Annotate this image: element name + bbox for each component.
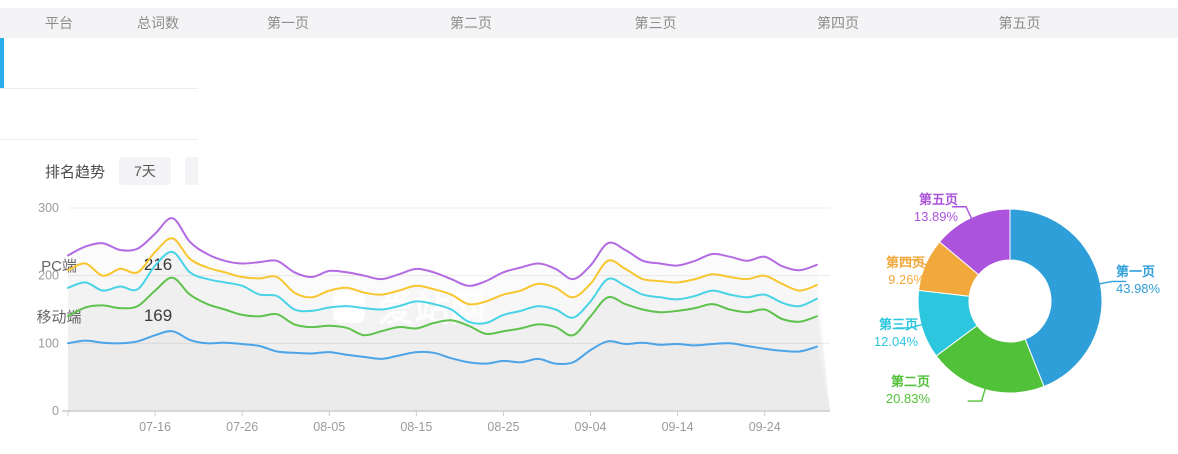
platform-label: 移动端	[36, 308, 82, 326]
pie-label-connector	[895, 323, 924, 329]
pie-label-connector	[967, 387, 987, 402]
keyword-rank-panel: 平台 总词数 第一页 第二页 第三页 第四页 第五页 PC端 216 95 43…	[0, 8, 1178, 454]
pie-label-page4: 第四页 9.26%	[885, 255, 925, 287]
pie-label-page2: 第二页 20.83%	[885, 374, 930, 406]
total-words-value: 169	[118, 306, 198, 326]
trend-line-chart[interactable]: 0 100 200 300 爱站网 07-16 07-26 08-05 08-15 08-25 09…	[0, 191, 846, 454]
y-axis-label: 300	[38, 201, 59, 215]
rank-table: 平台 总词数 第一页 第二页 第三页 第四页 第五页 PC端 216 95 43…	[0, 8, 1178, 454]
col-header-page1: 第一页	[267, 15, 309, 31]
y-axis-label: 0	[52, 404, 59, 418]
pie-label-connector	[900, 259, 928, 267]
trend-section-title: 排名趋势	[45, 163, 106, 181]
pie-label-connector	[1098, 280, 1127, 285]
table-row-mobile[interactable]: 移动端 169 69 40.83%▲ 20 11.83%▲ 31 18.34%▲…	[0, 89, 1178, 454]
x-axis-label: 09-24	[749, 420, 781, 434]
x-axis-label: 08-15	[400, 420, 432, 434]
table-header-row: 平台 总词数 第一页 第二页 第三页 第四页 第五页	[0, 8, 1178, 38]
x-axis-label: 07-16	[139, 420, 171, 434]
line-series-2	[67, 276, 818, 337]
x-axis-label: 09-14	[662, 420, 694, 434]
pie-label-page1: 第一页 43.98%	[1116, 264, 1161, 296]
col-header-platform: 平台	[45, 15, 73, 31]
col-header-page2: 第二页	[450, 15, 492, 31]
col-header-page5: 第五页	[998, 15, 1041, 31]
y-axis-label: 100	[38, 336, 59, 350]
charts-area: 0 100 200 300 爱站网 07-16 07-26 08-05 08-15 08-25 09…	[0, 191, 1178, 454]
col-header-page4: 第四页	[817, 15, 859, 31]
line-series-5	[67, 217, 818, 287]
donut-slice-1[interactable]	[1009, 208, 1103, 388]
x-axis-label: 08-05	[313, 420, 345, 434]
col-header-page3: 第三页	[634, 15, 677, 31]
page-distribution-donut[interactable]: 第一页 43.98% 第二页 20.83% 第三页 12.04% 第四页 9.2…	[838, 191, 1178, 453]
line-series-3	[67, 250, 818, 325]
tab-7days[interactable]: 7天	[119, 157, 171, 185]
line-series-4	[67, 237, 818, 306]
donut-slice-5[interactable]	[938, 208, 1011, 276]
x-axis-label: 09-04	[575, 420, 607, 434]
pie-label-page5: 第五页 13.89%	[913, 192, 958, 224]
table-row-pc[interactable]: PC端 216 95 43.98%▲ 45 20.83%▼ 26 12.04%▼…	[0, 38, 1178, 454]
y-axis-label: 200	[38, 269, 59, 283]
x-axis-label: 07-26	[226, 420, 258, 434]
x-axis-label: 08-25	[487, 420, 519, 434]
pie-label-connector	[952, 206, 973, 220]
line-series-1	[67, 330, 818, 366]
pie-label-page3: 第三页 12.04%	[873, 317, 918, 349]
donut-chart-svg	[895, 206, 1127, 402]
donut-slice-2[interactable]	[935, 324, 1045, 394]
total-words-value: 216	[118, 255, 198, 275]
col-header-total: 总词数	[137, 15, 179, 31]
